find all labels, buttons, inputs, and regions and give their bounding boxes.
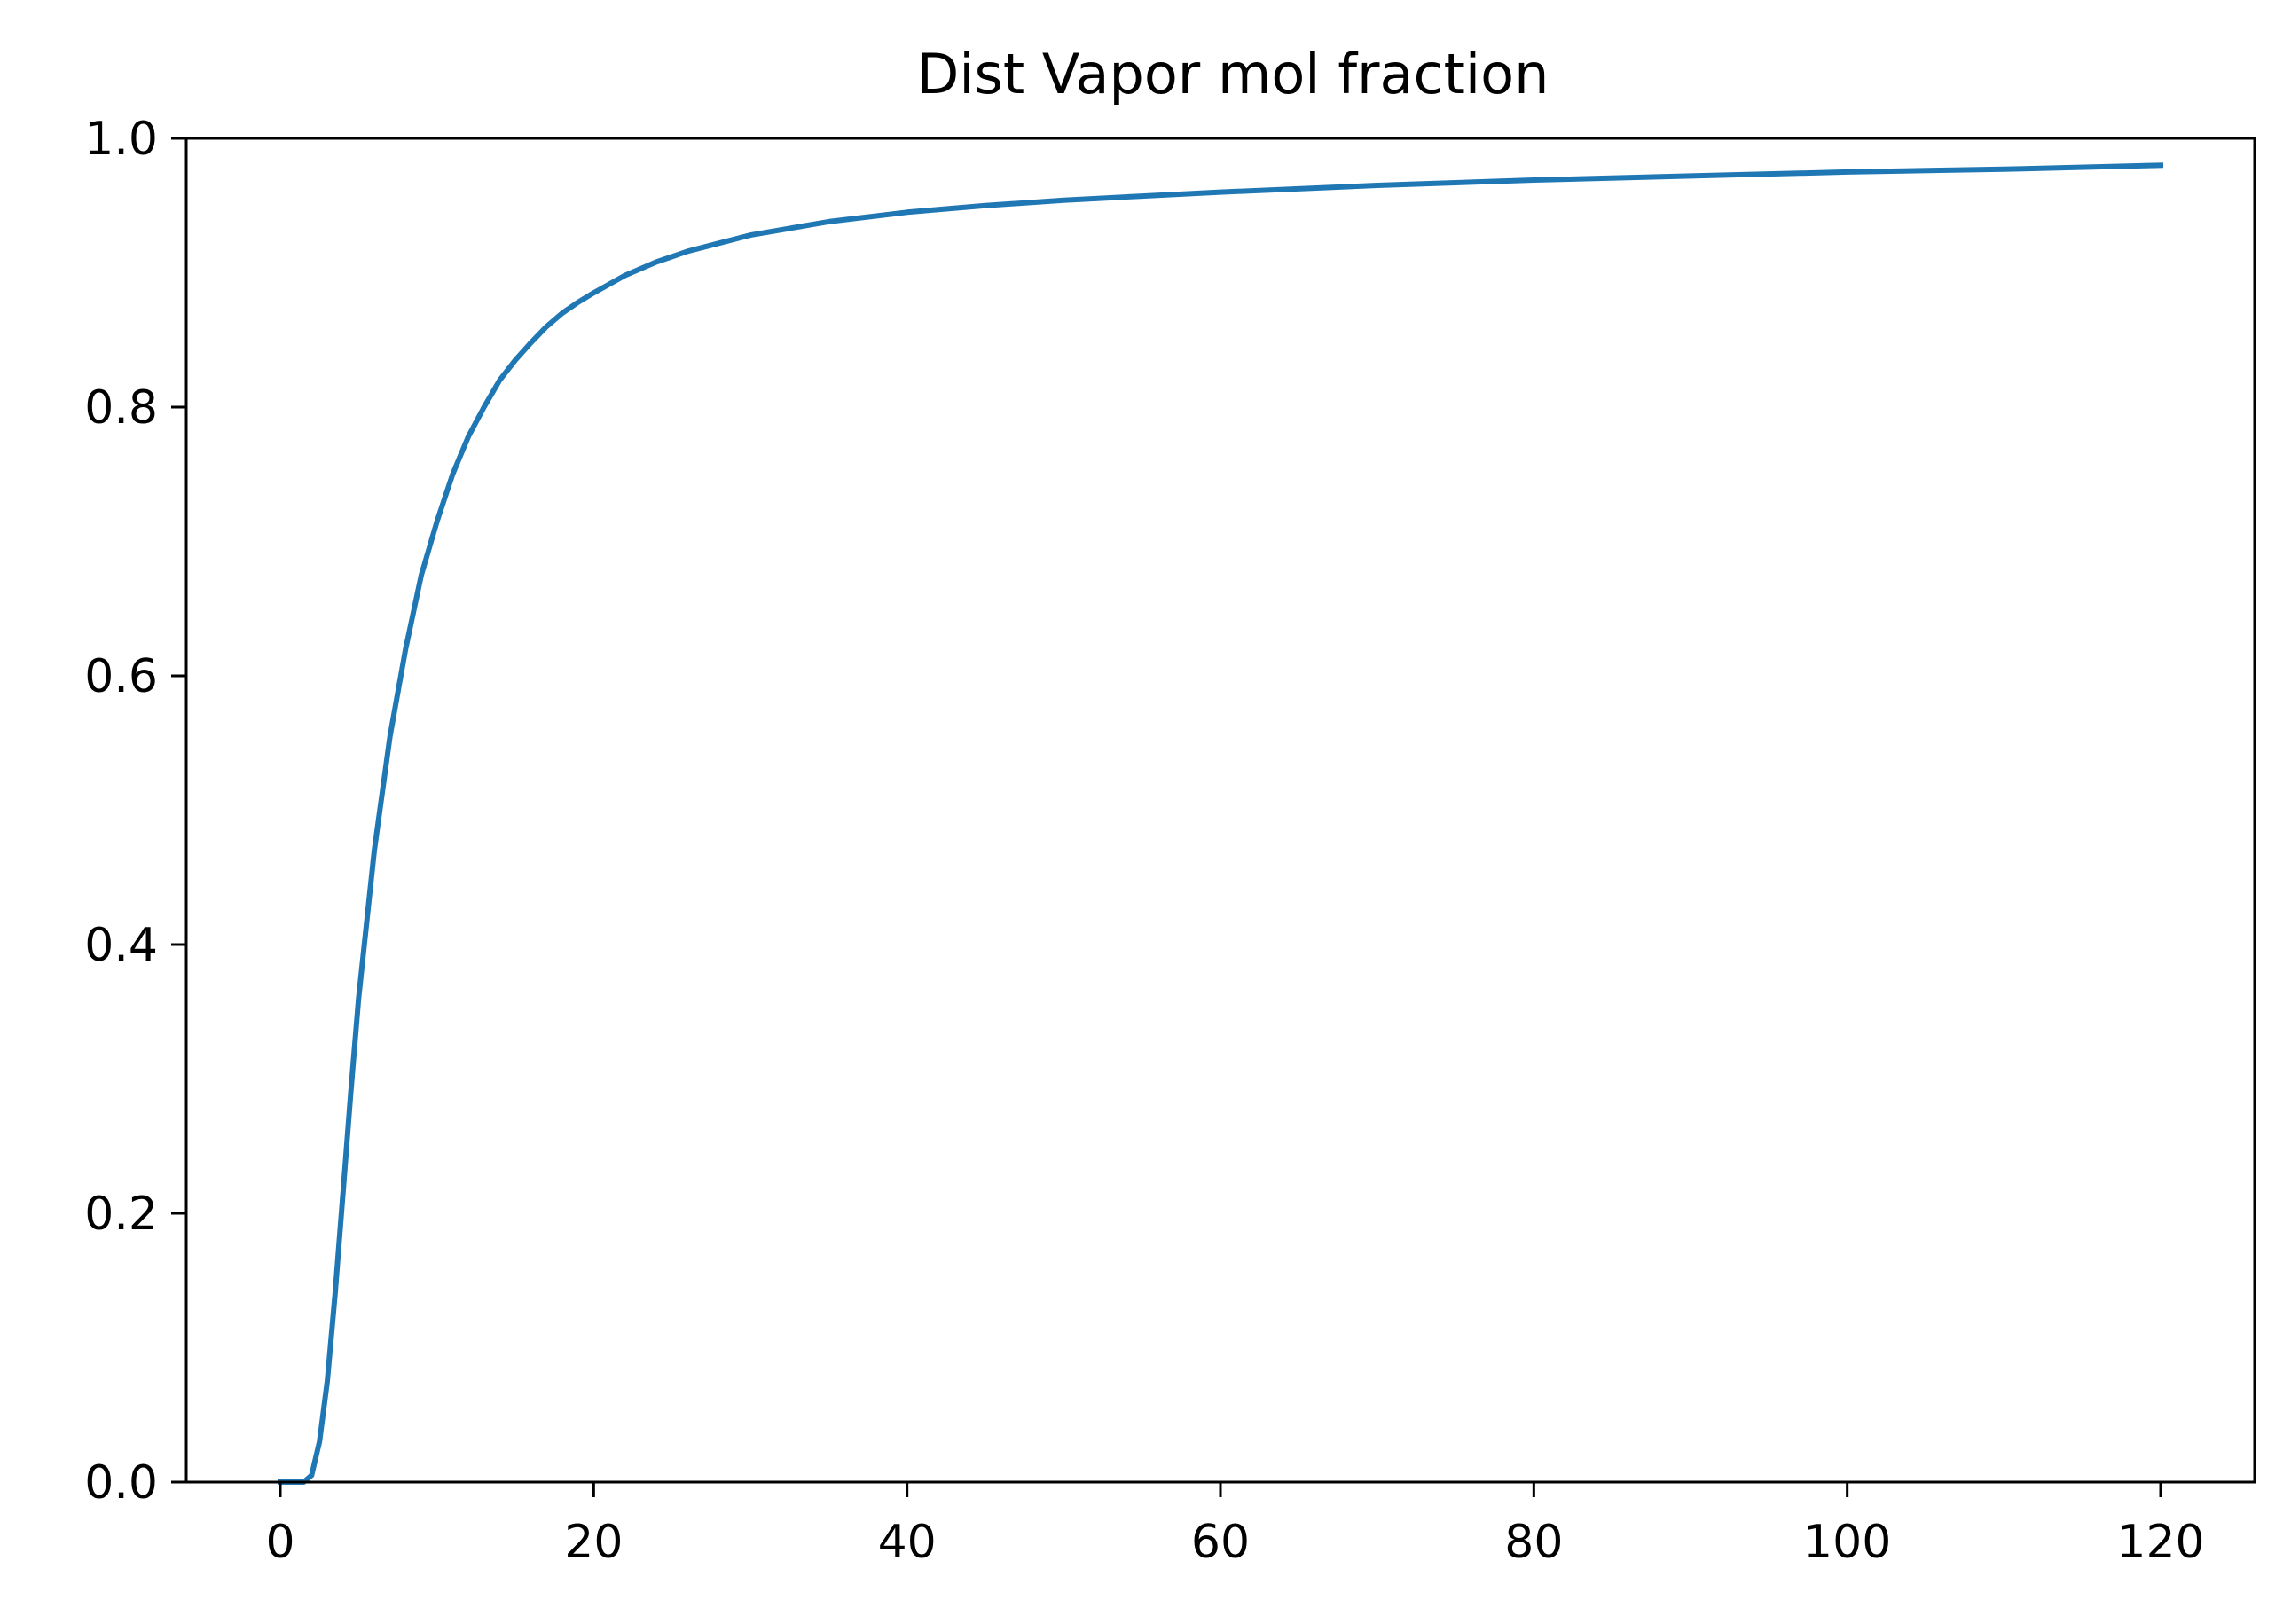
y-tick-label: 0.4 xyxy=(84,919,158,972)
series-line-0 xyxy=(278,162,2164,1485)
x-tick-label: 120 xyxy=(2116,1516,2204,1569)
plot-area xyxy=(184,137,2256,1485)
x-tick-label: 60 xyxy=(1191,1516,1250,1569)
y-tick-label: 0.2 xyxy=(84,1188,158,1241)
x-tick-label: 100 xyxy=(1803,1516,1891,1569)
chart-title: Dist Vapor mol fraction xyxy=(917,42,1550,106)
x-tick-label: 40 xyxy=(878,1516,937,1569)
x-tick-label: 80 xyxy=(1504,1516,1563,1569)
y-tick-label: 1.0 xyxy=(84,113,158,166)
x-axis: 0 20 40 60 80 100 120 xyxy=(265,1482,2205,1569)
y-tick-label: 0.8 xyxy=(84,381,158,435)
y-tick-label: 0.0 xyxy=(84,1456,158,1510)
y-axis: 0.0 0.2 0.4 0.6 0.8 1.0 xyxy=(84,113,186,1510)
y-tick-label: 0.6 xyxy=(84,650,158,703)
axes-frame xyxy=(184,137,2256,1484)
x-tick-label: 0 xyxy=(265,1516,294,1569)
x-tick-label: 20 xyxy=(564,1516,623,1569)
